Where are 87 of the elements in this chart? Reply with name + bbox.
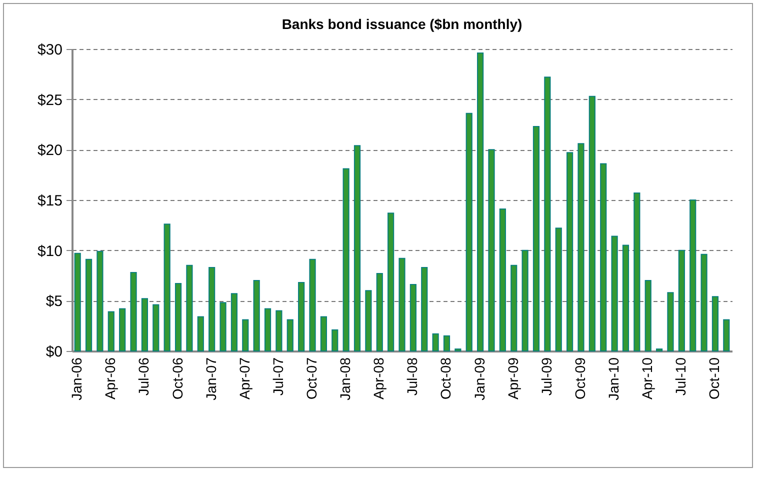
bar xyxy=(611,236,618,352)
bar xyxy=(186,264,193,352)
bar xyxy=(443,335,450,352)
bar xyxy=(644,280,652,352)
x-tick-label: Oct-09 xyxy=(572,357,588,400)
x-tick-label: Oct-06 xyxy=(169,357,186,400)
bar xyxy=(253,280,260,352)
x-tick-label: Jul-09 xyxy=(538,357,554,396)
x-tick-label: Apr-06 xyxy=(102,357,118,400)
chart-title: Banks bond issuance ($bn monthly) xyxy=(282,16,522,32)
x-tick-label: Jul-08 xyxy=(404,357,420,396)
x-tick-label: Jan-10 xyxy=(606,357,622,400)
bar xyxy=(532,126,540,352)
bar xyxy=(690,200,696,352)
bar xyxy=(85,258,92,352)
y-tick-label: $0 xyxy=(46,344,62,360)
bar xyxy=(119,308,126,352)
x-tick-label: Oct-07 xyxy=(304,357,320,400)
bar xyxy=(388,212,394,352)
bar xyxy=(242,319,249,352)
bar xyxy=(108,311,114,352)
bar xyxy=(410,284,416,352)
bar xyxy=(298,282,305,352)
bar xyxy=(276,310,282,352)
bar xyxy=(522,250,528,352)
bar xyxy=(544,76,551,352)
bar xyxy=(622,244,630,352)
bar xyxy=(74,252,81,352)
bar xyxy=(376,272,383,352)
bar xyxy=(510,264,518,352)
y-tick-label: $25 xyxy=(37,92,62,109)
x-tick-label: Jul-06 xyxy=(136,357,152,396)
y-tick-label: $15 xyxy=(37,192,62,210)
bar xyxy=(96,250,104,352)
bar xyxy=(700,254,708,352)
bar xyxy=(309,258,316,352)
bar xyxy=(398,258,406,352)
x-tick-label: Oct-10 xyxy=(706,357,722,400)
y-tick-label: $10 xyxy=(37,242,62,260)
x-tick-label: Jan-08 xyxy=(337,357,354,400)
bar xyxy=(678,250,685,352)
bar xyxy=(230,293,238,352)
bar xyxy=(354,145,361,352)
x-tick-label: Apr-10 xyxy=(639,357,656,400)
x-tick-label: Apr-08 xyxy=(370,357,387,400)
x-tick-label: Oct-08 xyxy=(438,357,454,400)
x-tick-label: Jul-10 xyxy=(672,357,689,396)
bar xyxy=(634,192,640,352)
bar xyxy=(578,143,584,352)
bar xyxy=(566,152,574,352)
bar xyxy=(332,329,338,352)
x-tick-label: Jul-07 xyxy=(270,357,286,396)
x-tick-label: Apr-07 xyxy=(236,357,252,400)
bar xyxy=(152,304,160,352)
bar xyxy=(197,316,204,352)
bar xyxy=(555,228,562,352)
bar xyxy=(667,292,674,352)
bar xyxy=(174,283,182,352)
bar xyxy=(264,308,272,352)
bar xyxy=(488,149,495,352)
bar xyxy=(342,168,350,352)
bar xyxy=(499,208,506,352)
bar xyxy=(320,316,327,352)
y-tick-label: $30 xyxy=(37,42,62,58)
bar xyxy=(600,163,607,352)
y-tick-label: $5 xyxy=(46,293,62,310)
bar xyxy=(220,302,226,352)
x-tick-label: Apr-09 xyxy=(504,357,521,400)
bar xyxy=(656,348,663,352)
bar xyxy=(477,52,484,352)
bar xyxy=(712,296,719,352)
x-tick-label: Jan-06 xyxy=(68,357,85,400)
bar xyxy=(421,266,428,352)
bar xyxy=(130,272,137,352)
x-tick-label: Jan-07 xyxy=(202,357,219,400)
bar xyxy=(141,298,148,352)
bar xyxy=(466,112,472,352)
x-tick-label: Jan-09 xyxy=(471,357,488,400)
bar xyxy=(365,290,372,352)
bar xyxy=(164,224,170,352)
bar xyxy=(286,319,294,352)
bar xyxy=(588,96,596,352)
bar xyxy=(208,266,216,352)
bar xyxy=(723,319,730,352)
bar xyxy=(432,333,439,352)
y-tick-label: $20 xyxy=(37,142,62,160)
bar xyxy=(454,348,462,352)
